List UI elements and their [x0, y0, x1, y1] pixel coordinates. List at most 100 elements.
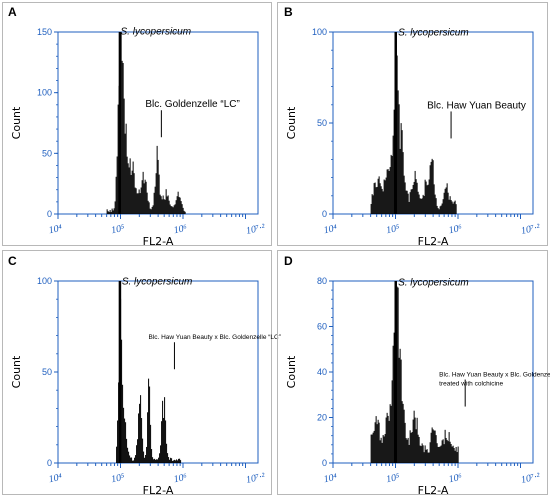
y-tick-label: 100	[37, 88, 52, 98]
histogram-bar	[115, 176, 117, 214]
histogram-bar	[427, 452, 429, 463]
histogram-bar	[388, 170, 390, 214]
histogram-bar	[372, 195, 374, 214]
histogram-bar	[143, 183, 145, 214]
histogram-bar	[405, 190, 407, 214]
histogram-bar	[415, 429, 417, 463]
y-axis-label: Count	[10, 355, 23, 388]
histogram-bar	[129, 455, 131, 463]
histogram-bar	[417, 434, 419, 463]
histogram-bar	[141, 418, 143, 463]
histogram-bar	[106, 209, 108, 214]
histogram-bar	[375, 187, 377, 214]
x-tick-label: 10⁵	[110, 223, 126, 237]
histogram-bar	[153, 192, 155, 214]
histogram-bar	[386, 169, 388, 214]
histogram-bar	[411, 432, 413, 463]
histogram-bar	[385, 177, 387, 214]
histogram-bar	[412, 419, 414, 463]
annotation-label: S. lycopersicum	[398, 28, 469, 39]
histogram-bar	[109, 210, 111, 214]
histogram-bar	[383, 436, 385, 463]
histogram-bar	[415, 179, 417, 214]
histogram-bar	[128, 167, 130, 214]
histogram-bar	[171, 458, 173, 463]
annotation-label: Blc. Goldenzelle “LC”	[145, 99, 239, 110]
histogram-bar	[180, 460, 182, 463]
annotation-label: Blc. Haw Yuan Beauty x Blc. Goldenzelle …	[148, 334, 280, 341]
histogram-bar	[136, 193, 138, 214]
histogram-bar	[391, 155, 393, 214]
histogram-d: D 0 20 40 60 80 10⁴ 10⁵ 10⁶ 10⁷·² FL2-A Count S. ly…	[284, 254, 550, 497]
y-tick-label: 0	[322, 458, 327, 468]
histogram-bar	[443, 192, 445, 214]
histogram-bar	[127, 163, 129, 214]
annotation-label: Blc. Haw Yuan Beauty	[427, 100, 526, 111]
histogram-bar	[110, 212, 112, 214]
y-tick-label: 80	[317, 276, 327, 286]
histogram-bar	[414, 417, 416, 463]
histogram-bar	[396, 55, 398, 215]
histogram-bar	[378, 422, 380, 463]
histogram-bar	[130, 175, 132, 214]
panel-a: A 0 50 100 150 10⁴ 10⁵ 10⁶ 10⁷·² FL2-A Count S. ly…	[0, 0, 275, 248]
histogram-bar	[174, 204, 176, 214]
x-tick-label: 10⁴	[323, 472, 339, 486]
histogram-bar	[162, 195, 164, 214]
histogram-bar	[371, 194, 373, 214]
histogram-bar	[145, 454, 147, 463]
histogram-bar	[384, 180, 386, 214]
x-axis-label: FL2-A	[143, 484, 174, 497]
histogram-bar	[424, 445, 426, 463]
y-tick-label: 0	[47, 209, 52, 219]
y-tick-label: 150	[37, 27, 52, 37]
histogram-bar	[372, 432, 374, 463]
histogram-bar	[379, 440, 381, 463]
histogram-bar	[430, 161, 432, 214]
histogram-bar	[126, 156, 128, 214]
histogram-bar	[436, 443, 438, 463]
histogram-bar	[434, 194, 436, 214]
histogram-bar	[380, 186, 382, 214]
histogram-a: A 0 50 100 150 10⁴ 10⁵ 10⁶ 10⁷·² FL2-A Count S. ly…	[8, 5, 267, 248]
histogram-bar	[164, 199, 166, 214]
histogram-bar	[163, 199, 165, 214]
histogram-bar	[457, 446, 459, 463]
histogram-bar	[440, 445, 442, 463]
histogram-bar	[433, 184, 435, 214]
histogram-bar	[414, 170, 416, 214]
histogram-bar	[107, 211, 109, 214]
histogram-bar	[176, 459, 178, 463]
histogram-bar	[452, 445, 454, 463]
y-tick-label: 0	[47, 458, 52, 468]
histogram-bar	[155, 459, 157, 463]
histogram-bar	[177, 191, 179, 214]
histogram-bar	[123, 98, 125, 214]
histogram-peak	[118, 32, 122, 214]
x-axis-label: FL2-A	[143, 235, 174, 248]
histogram-bar	[116, 156, 118, 214]
histogram-bar	[416, 182, 418, 214]
histogram-bar	[131, 457, 133, 463]
histogram-bar	[402, 403, 404, 463]
histogram-bar	[418, 436, 420, 463]
panel-border	[2, 250, 272, 495]
histogram-bar	[169, 459, 171, 463]
histogram-bar	[400, 359, 402, 463]
histogram-bar	[410, 432, 412, 463]
x-tick-label: 10⁴	[48, 472, 64, 486]
histogram-bar	[398, 104, 400, 214]
histogram-bar	[172, 460, 174, 463]
x-tick-label: 10⁷·²	[520, 471, 542, 486]
histogram-bar	[371, 434, 373, 463]
histogram-bar	[387, 415, 389, 463]
histogram-bar	[404, 422, 406, 463]
histogram-bar	[413, 410, 415, 463]
histogram-bar	[112, 210, 114, 214]
y-axis-label: Count	[285, 106, 298, 139]
histogram-bar	[152, 457, 154, 463]
histogram-bar	[456, 452, 458, 463]
y-tick-label: 50	[42, 367, 52, 377]
histogram-bar	[154, 458, 156, 463]
histogram-bar	[161, 421, 163, 463]
